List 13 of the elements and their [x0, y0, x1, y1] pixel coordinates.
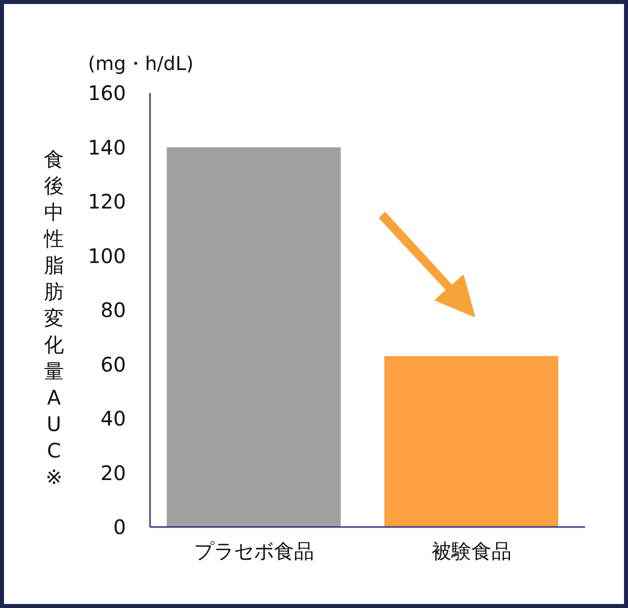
- y-tick-label: 140: [88, 135, 126, 160]
- y-tick-label: 80: [100, 298, 126, 322]
- y-tick-label: 20: [100, 460, 126, 485]
- text: (mg・h/dL): [88, 53, 194, 75]
- text: 食後中性脂肪変化量AUC※: [44, 147, 64, 489]
- y-tick-label: 160: [88, 81, 126, 105]
- y-tick-label: 100: [88, 244, 126, 268]
- x-tick-label: 被験食品: [431, 539, 512, 563]
- y-tick-label: 60: [100, 352, 126, 376]
- y-tick-label: 120: [88, 190, 126, 214]
- y-tick-label: 0: [113, 515, 126, 539]
- y-tick-label: 40: [100, 406, 126, 430]
- x-tick-label: プラセボ食品: [194, 539, 314, 563]
